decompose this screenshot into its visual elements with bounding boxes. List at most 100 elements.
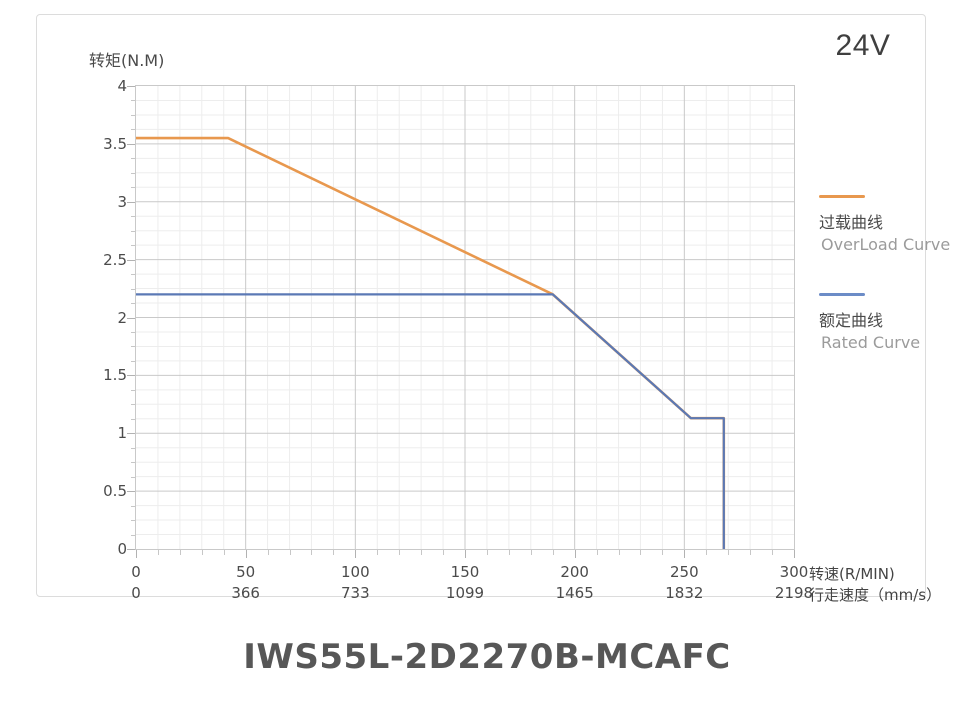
- x-tick-mark-minor: [289, 550, 291, 555]
- chart-legend: 过载曲线 OverLoad Curve 额定曲线 Rated Curve: [819, 195, 974, 391]
- legend-label-rated-cn: 额定曲线: [819, 311, 884, 331]
- x-tick-label-rpm: 0: [131, 563, 141, 581]
- y-tick-mark-minor: [131, 100, 135, 102]
- plot-area: [135, 85, 795, 550]
- x-tick-mark-minor: [596, 550, 598, 555]
- y-tick-mark-minor: [131, 447, 135, 449]
- x-tick-mark: [684, 550, 686, 558]
- y-tick-label: 2.5: [103, 250, 127, 269]
- x-tick-label-rpm: 300: [779, 563, 809, 581]
- x-tick-mark-minor: [530, 550, 532, 555]
- y-tick-mark-minor: [131, 245, 135, 247]
- y-tick-mark-minor: [131, 346, 135, 348]
- y-tick-label: 1: [117, 424, 127, 443]
- model-title: IWS55L-2D2270B-MCAFC: [243, 637, 731, 677]
- x-tick-label-mmps: 1832: [665, 584, 704, 602]
- y-tick-mark: [127, 259, 135, 261]
- y-tick-mark-minor: [131, 534, 135, 536]
- y-tick-mark-minor: [131, 476, 135, 478]
- x-tick-label-rpm: 200: [560, 563, 589, 581]
- x-tick-mark-minor: [267, 550, 269, 555]
- y-tick-mark-minor: [131, 158, 135, 160]
- x-tick-label-mmps: 1465: [555, 584, 594, 602]
- y-tick-mark-minor: [131, 288, 135, 290]
- x-tick-mark-minor: [311, 550, 313, 555]
- x-tick-mark-minor: [662, 550, 664, 555]
- y-tick-mark-minor: [131, 389, 135, 391]
- y-tick-mark: [127, 491, 135, 493]
- x-tick-mark: [794, 550, 795, 558]
- x-tick-mark-minor: [377, 550, 379, 555]
- x-axis-tick-labels-rpm: 0 50 100 150 200 250 300: [37, 563, 974, 585]
- x-tick-mark-minor: [223, 550, 225, 555]
- x-tick-label-rpm: 50: [236, 563, 256, 581]
- y-axis-tick-marks: [125, 85, 135, 550]
- x-tick-label-rpm: 100: [341, 563, 370, 581]
- y-tick-mark-minor: [131, 216, 135, 218]
- x-tick-mark: [245, 550, 247, 558]
- x-tick-mark: [136, 550, 137, 558]
- legend-label-overload-cn: 过载曲线: [819, 213, 884, 232]
- x-tick-label-mmps: 1099: [445, 584, 485, 602]
- x-axis-caption-rpm: 转速(R/MIN): [809, 565, 895, 583]
- x-tick-mark: [574, 550, 576, 558]
- x-tick-mark-minor: [552, 550, 554, 555]
- y-tick-mark-minor: [131, 418, 135, 420]
- y-axis-tick-labels: 0 0.5 1 1.5 2 2.5 3 3.5 4: [77, 77, 127, 558]
- y-tick-label: 4: [117, 77, 127, 95]
- x-tick-label-mmps: 733: [341, 584, 370, 602]
- x-tick-mark-minor: [640, 550, 642, 555]
- x-tick-mark-minor: [728, 550, 730, 555]
- x-tick-mark-minor: [157, 550, 159, 555]
- x-tick-label-mmps: 2198: [774, 584, 814, 602]
- y-tick-mark: [127, 433, 135, 435]
- y-tick-label: 3.5: [103, 134, 127, 153]
- x-tick-mark-minor: [201, 550, 203, 555]
- legend-swatch-rated: [819, 293, 865, 297]
- voltage-badge: 24V: [835, 29, 891, 62]
- x-tick-mark-minor: [618, 550, 620, 555]
- x-tick-mark-minor: [486, 550, 488, 555]
- x-axis-tick-marks: [135, 550, 797, 559]
- x-tick-mark-minor: [508, 550, 510, 555]
- x-tick-label-mmps: 0: [131, 584, 141, 602]
- x-axis-caption-mmps: 行走速度（mm/s）: [809, 586, 942, 604]
- y-tick-label: 2: [117, 308, 127, 327]
- legend-entry-rated: 额定曲线 Rated Curve: [819, 293, 974, 353]
- x-tick-mark: [355, 550, 357, 558]
- x-tick-label-rpm: 150: [450, 563, 480, 581]
- x-tick-mark-minor: [333, 550, 335, 555]
- x-tick-label-mmps: 366: [231, 584, 260, 602]
- y-tick-mark-minor: [131, 129, 135, 131]
- x-tick-mark-minor: [706, 550, 708, 555]
- x-tick-mark: [465, 550, 466, 558]
- y-tick-mark-minor: [131, 187, 135, 189]
- y-tick-mark-minor: [131, 230, 135, 232]
- y-axis-title: 转矩(N.M): [89, 51, 165, 70]
- legend-label-overload-en: OverLoad Curve: [821, 234, 951, 254]
- legend-swatch-overload: [819, 195, 865, 198]
- x-tick-mark-minor: [772, 550, 774, 555]
- y-tick-mark-minor: [131, 404, 135, 406]
- y-tick-label: 3: [117, 192, 127, 211]
- y-tick-mark-minor: [131, 114, 135, 116]
- x-tick-mark-minor: [179, 550, 181, 555]
- y-tick-mark-minor: [131, 462, 135, 464]
- y-tick-mark-minor: [131, 520, 135, 522]
- x-tick-mark-minor: [443, 550, 445, 555]
- x-tick-mark-minor: [421, 550, 423, 555]
- y-tick-mark: [127, 86, 135, 87]
- y-tick-mark-minor: [131, 172, 135, 174]
- x-tick-mark-minor: [750, 550, 752, 555]
- x-axis-tick-labels-mmps: 0 366 733 1099 1465 1832 2198: [37, 584, 974, 606]
- y-tick-label: 0.5: [103, 482, 127, 501]
- y-tick-mark-minor: [131, 360, 135, 362]
- x-tick-mark-minor: [399, 550, 401, 555]
- legend-entry-overload: 过载曲线 OverLoad Curve: [819, 195, 974, 255]
- y-tick-mark-minor: [131, 274, 135, 276]
- chart-card: 转矩(N.M) 24V 0 0.5 1 1.5 2 2.5 3 3.5 4 0 50 100 150 2…: [36, 14, 950, 604]
- y-tick-mark: [127, 317, 135, 319]
- rated-curve: [136, 293, 725, 549]
- y-tick-mark: [127, 375, 135, 377]
- y-tick-mark-minor: [131, 331, 135, 333]
